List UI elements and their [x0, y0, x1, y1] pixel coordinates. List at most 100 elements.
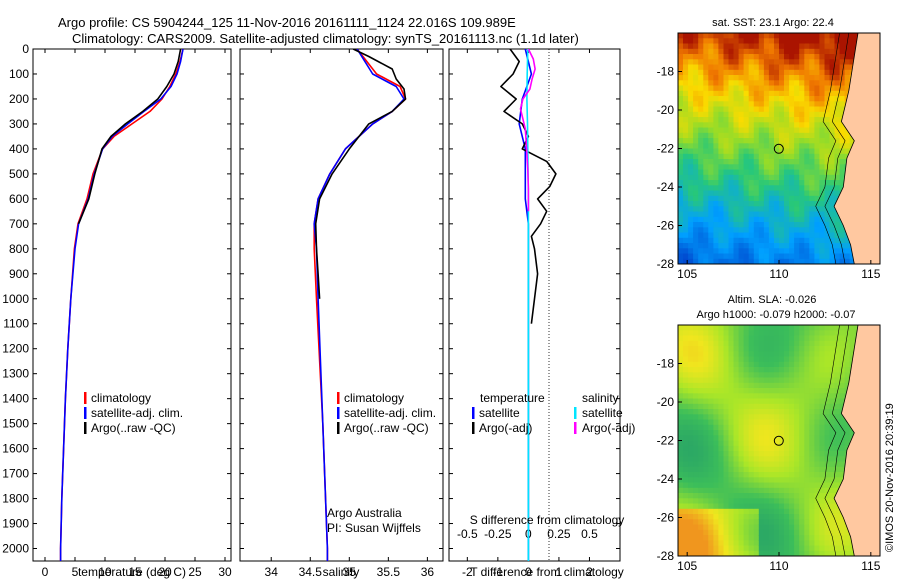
- map-cell: [753, 519, 760, 526]
- map-cell: [789, 367, 795, 373]
- map-cell: [794, 174, 800, 181]
- map-cell: [814, 190, 820, 197]
- map-cell: [839, 550, 846, 556]
- map-cell: [753, 361, 760, 368]
- map-cell: [789, 472, 795, 478]
- map-cell: [779, 398, 785, 405]
- map-cell: [834, 456, 841, 463]
- map-cell: [683, 206, 689, 213]
- map-cell: [738, 540, 745, 547]
- map-cell: [824, 367, 831, 373]
- map-cell: [698, 472, 704, 478]
- map-cell: [819, 90, 825, 97]
- map-cell: [799, 351, 805, 358]
- map-cell: [814, 201, 820, 207]
- map-cell: [794, 38, 800, 45]
- map-cell: [763, 346, 770, 352]
- map-cell: [763, 143, 770, 150]
- map-cell: [819, 346, 825, 352]
- map-cell: [799, 164, 805, 171]
- map-cell: [718, 524, 724, 531]
- map-cell: [743, 258, 750, 264]
- map-cell: [839, 258, 846, 264]
- map-cell: [688, 456, 694, 463]
- map-cell: [768, 153, 775, 160]
- map-cell: [678, 430, 684, 436]
- map-cell: [723, 403, 730, 410]
- map-cell: [763, 227, 770, 234]
- map-cell: [768, 227, 775, 234]
- map-cell: [748, 253, 755, 260]
- map-cell: [693, 201, 699, 207]
- map-cell: [789, 430, 795, 436]
- map-cell: [809, 138, 815, 144]
- map-cell: [779, 80, 785, 87]
- map-cell: [708, 514, 714, 520]
- map-cell: [733, 514, 740, 520]
- map-cell: [748, 138, 755, 144]
- map-cell: [748, 514, 755, 520]
- map-cell: [728, 248, 735, 255]
- map-cell: [819, 232, 825, 239]
- map-cell: [789, 253, 795, 260]
- map-cell: [779, 237, 785, 244]
- map-cell: [738, 38, 745, 45]
- x-tick-label: 34.5: [299, 565, 323, 579]
- map-cell: [834, 424, 841, 431]
- map-cell: [809, 356, 815, 363]
- map-cell: [789, 451, 795, 457]
- map-cell: [789, 69, 795, 76]
- map-cell: [829, 340, 836, 347]
- map-cell: [784, 195, 790, 202]
- map-cell: [728, 508, 735, 515]
- map-cell: [748, 64, 755, 71]
- map-cell: [693, 445, 699, 452]
- map-cell: [779, 148, 785, 155]
- map-cell: [763, 498, 770, 505]
- map-cell: [728, 367, 735, 373]
- map-cell: [718, 243, 724, 249]
- map-cell: [713, 388, 719, 394]
- map-cell: [804, 372, 810, 379]
- map-cell: [733, 185, 740, 192]
- map-cell: [804, 258, 810, 264]
- map-cell: [703, 33, 709, 39]
- map-cell: [804, 419, 810, 426]
- map-cell: [713, 206, 719, 213]
- map-cell: [814, 430, 820, 436]
- map-cell: [743, 138, 750, 144]
- map-cell: [698, 398, 704, 405]
- map-cell: [753, 169, 760, 176]
- map-cell: [824, 153, 831, 160]
- map-cell: [779, 508, 785, 515]
- map-cell: [743, 211, 750, 218]
- map-cell: [683, 503, 689, 510]
- map-cell: [758, 540, 765, 547]
- map-x-tick-label: 105: [677, 267, 697, 281]
- map-cell: [779, 106, 785, 113]
- map-cell: [784, 524, 790, 531]
- map-cell: [829, 232, 836, 239]
- map-cell: [809, 535, 815, 541]
- map-cell: [728, 330, 735, 337]
- map-cell: [683, 330, 689, 337]
- map-cell: [718, 388, 724, 394]
- map-cell: [839, 174, 846, 181]
- y-tick-label: 600: [9, 192, 29, 206]
- map-cell: [703, 398, 709, 405]
- map-cell: [814, 482, 820, 489]
- map-cell: [789, 211, 795, 218]
- map-cell: [768, 461, 775, 468]
- map-cell: [683, 409, 689, 415]
- map-cell: [763, 148, 770, 155]
- map-cell: [794, 164, 800, 171]
- map-cell: [703, 466, 709, 473]
- map-cell: [693, 409, 699, 415]
- map-cell: [733, 409, 740, 415]
- map-cell: [708, 498, 714, 505]
- map-cell: [809, 43, 815, 50]
- map-cell: [829, 403, 836, 410]
- map-cell: [748, 361, 755, 368]
- map-cell: [819, 106, 825, 113]
- map-cell: [819, 330, 825, 337]
